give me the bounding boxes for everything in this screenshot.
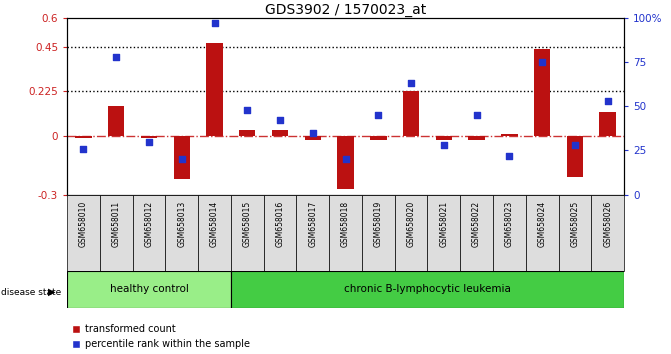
Text: ▶: ▶ (48, 287, 56, 297)
Bar (493, 195, 526, 271)
Legend: transformed count, percentile rank within the sample: transformed count, percentile rank withi… (72, 324, 250, 349)
Bar (329, 195, 362, 271)
Text: GSM658025: GSM658025 (570, 201, 579, 247)
Title: GDS3902 / 1570023_at: GDS3902 / 1570023_at (265, 3, 426, 17)
Bar (395, 195, 427, 271)
Bar (526, 195, 558, 271)
Text: GSM658021: GSM658021 (440, 201, 448, 247)
Bar (403, 91, 419, 136)
Bar (501, 134, 517, 136)
Point (603, 98, 613, 104)
Bar (297, 195, 329, 271)
Text: GSM658010: GSM658010 (79, 201, 88, 247)
Point (307, 130, 318, 136)
Point (144, 139, 154, 144)
Text: GSM658013: GSM658013 (177, 201, 187, 247)
Point (176, 156, 187, 162)
Bar (370, 136, 386, 139)
Text: GSM658020: GSM658020 (407, 201, 415, 247)
Bar (599, 112, 616, 136)
Bar (427, 195, 460, 271)
Bar (591, 195, 624, 271)
Point (373, 112, 384, 118)
Bar (67, 271, 231, 308)
Point (471, 112, 482, 118)
Bar (534, 49, 550, 136)
Bar (133, 195, 165, 271)
Bar (468, 136, 485, 139)
Bar (460, 195, 493, 271)
Text: GSM658026: GSM658026 (603, 201, 612, 247)
Text: GSM658012: GSM658012 (144, 201, 154, 247)
Bar (435, 136, 452, 139)
Text: GSM658024: GSM658024 (537, 201, 547, 247)
Bar (174, 136, 190, 179)
Point (340, 156, 351, 162)
Bar (558, 195, 591, 271)
Text: GSM658023: GSM658023 (505, 201, 514, 247)
Text: GSM658014: GSM658014 (210, 201, 219, 247)
Bar (67, 195, 100, 271)
Text: disease state: disease state (1, 287, 61, 297)
Text: GSM658017: GSM658017 (308, 201, 317, 247)
Bar (108, 106, 124, 136)
Text: GSM658022: GSM658022 (472, 201, 481, 247)
Bar (231, 195, 264, 271)
Bar (567, 136, 583, 177)
Point (242, 107, 253, 113)
Point (504, 153, 515, 159)
Bar (75, 136, 92, 138)
Bar (338, 136, 354, 189)
Point (537, 59, 548, 65)
Bar (198, 195, 231, 271)
Bar (362, 195, 395, 271)
Point (209, 20, 220, 26)
Point (570, 142, 580, 148)
Bar (165, 195, 198, 271)
Bar (207, 43, 223, 136)
Text: GSM658016: GSM658016 (276, 201, 285, 247)
Point (274, 118, 285, 123)
Text: GSM658019: GSM658019 (374, 201, 383, 247)
Bar (272, 130, 289, 136)
Text: chronic B-lymphocytic leukemia: chronic B-lymphocytic leukemia (344, 284, 511, 295)
Bar (239, 130, 256, 136)
Bar (100, 195, 133, 271)
Point (111, 54, 121, 59)
Bar (264, 195, 297, 271)
Point (78, 146, 89, 152)
Text: healthy control: healthy control (109, 284, 189, 295)
Point (438, 142, 449, 148)
Bar (141, 136, 157, 138)
Bar (305, 136, 321, 139)
Text: GSM658018: GSM658018 (341, 201, 350, 247)
Bar (231, 271, 624, 308)
Text: GSM658011: GSM658011 (112, 201, 121, 247)
Point (406, 80, 417, 86)
Text: GSM658015: GSM658015 (243, 201, 252, 247)
